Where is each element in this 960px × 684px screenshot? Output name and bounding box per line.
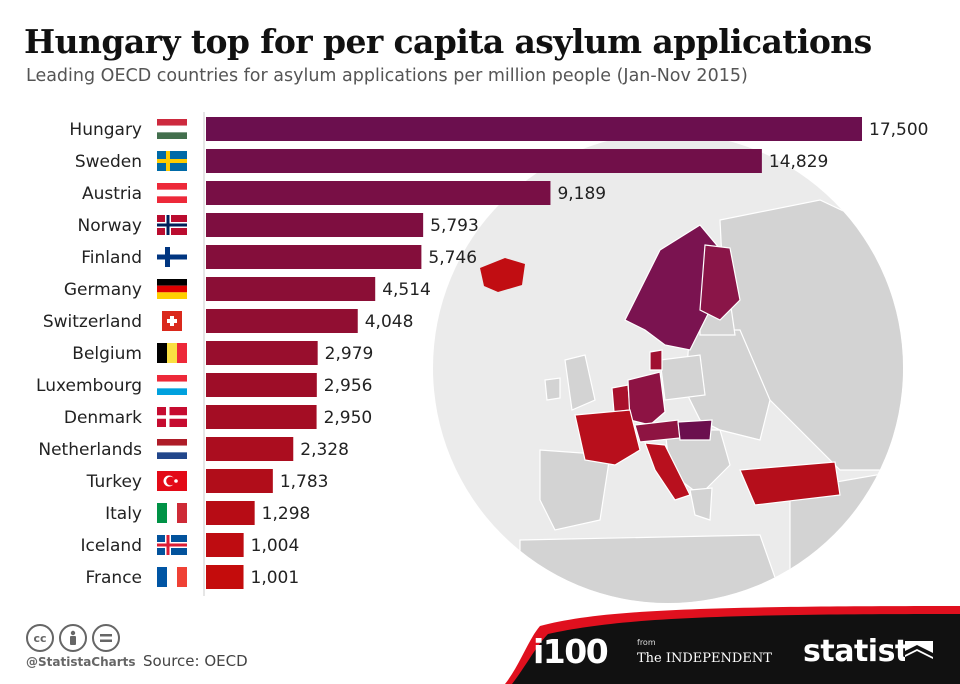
value-label-finland: 5,746 (428, 248, 477, 268)
category-label-iceland: Iceland (80, 536, 142, 556)
value-label-denmark: 2,950 (324, 408, 373, 428)
value-label-belgium: 2,979 (325, 344, 374, 364)
license-icons: cc (26, 624, 120, 652)
category-label-germany: Germany (64, 280, 142, 300)
france-flag-icon (157, 567, 187, 587)
bar-hungary (206, 117, 862, 141)
chart-subtitle: Leading OECD countries for asylum applic… (26, 66, 748, 86)
value-label-norway: 5,793 (430, 216, 479, 236)
value-label-luxembourg: 2,956 (324, 376, 373, 396)
value-label-switzerland: 4,048 (365, 312, 414, 332)
value-label-italy: 1,298 (262, 504, 311, 524)
category-label-denmark: Denmark (64, 408, 142, 428)
value-label-netherlands: 2,328 (300, 440, 349, 460)
belgium-flag-icon (157, 343, 187, 363)
bar-denmark (206, 405, 317, 429)
finland-flag-icon (157, 247, 187, 267)
category-label-france: France (85, 568, 142, 588)
value-label-germany: 4,514 (382, 280, 431, 300)
independent-logo: The INDEPENDENT (637, 651, 772, 666)
denmark-flag-icon (157, 407, 187, 427)
category-label-italy: Italy (105, 504, 142, 524)
no-derivatives-icon (92, 624, 120, 652)
sweden-flag-icon (157, 151, 187, 171)
category-label-hungary: Hungary (69, 120, 142, 140)
category-label-sweden: Sweden (75, 152, 142, 172)
statista-handle: @StatistaCharts (26, 655, 136, 669)
statista-mark-icon (905, 641, 933, 667)
category-label-austria: Austria (82, 184, 142, 204)
value-label-france: 1,001 (251, 568, 300, 588)
bar-finland (206, 245, 422, 269)
from-text: from (637, 638, 656, 647)
category-label-finland: Finland (81, 248, 142, 268)
bar-turkey (206, 469, 273, 493)
category-label-belgium: Belgium (72, 344, 142, 364)
austria-flag-icon (157, 183, 187, 203)
value-label-sweden: 14,829 (769, 152, 828, 172)
chart-title: Hungary top for per capita asylum applic… (24, 22, 872, 61)
norway-flag-icon (157, 215, 187, 235)
category-label-netherlands: Netherlands (38, 440, 142, 460)
italy-flag-icon (157, 503, 187, 523)
bar-netherlands (206, 437, 294, 461)
i100-logo: i100 (533, 632, 609, 671)
value-label-austria: 9,189 (557, 184, 606, 204)
bar-switzerland (206, 309, 358, 333)
value-label-hungary: 17,500 (869, 120, 928, 140)
switzerland-flag-icon (162, 311, 182, 331)
value-label-turkey: 1,783 (280, 472, 329, 492)
category-label-turkey: Turkey (86, 472, 142, 492)
category-label-norway: Norway (78, 216, 143, 236)
bar-norway (206, 213, 424, 237)
iceland-flag-icon (157, 535, 187, 555)
category-label-luxembourg: Luxembourg (36, 376, 142, 396)
source-note: Source: OECD (143, 652, 248, 670)
bar-france (206, 565, 244, 589)
bar-sweden (206, 149, 762, 173)
bar-austria (206, 181, 551, 205)
bar-italy (206, 501, 255, 525)
bar-belgium (206, 341, 318, 365)
turkey-flag-icon (157, 471, 187, 491)
bar-germany (206, 277, 376, 301)
bar-luxembourg (206, 373, 317, 397)
attribution-icon (59, 624, 87, 652)
germany-flag-icon (157, 279, 187, 299)
cc-license-icon: cc (26, 624, 54, 652)
hungary-flag-icon (157, 119, 187, 139)
luxembourg-flag-icon (157, 375, 187, 395)
netherlands-flag-icon (157, 439, 187, 459)
category-label-switzerland: Switzerland (43, 312, 142, 332)
value-label-iceland: 1,004 (251, 536, 300, 556)
bar-iceland (206, 533, 244, 557)
